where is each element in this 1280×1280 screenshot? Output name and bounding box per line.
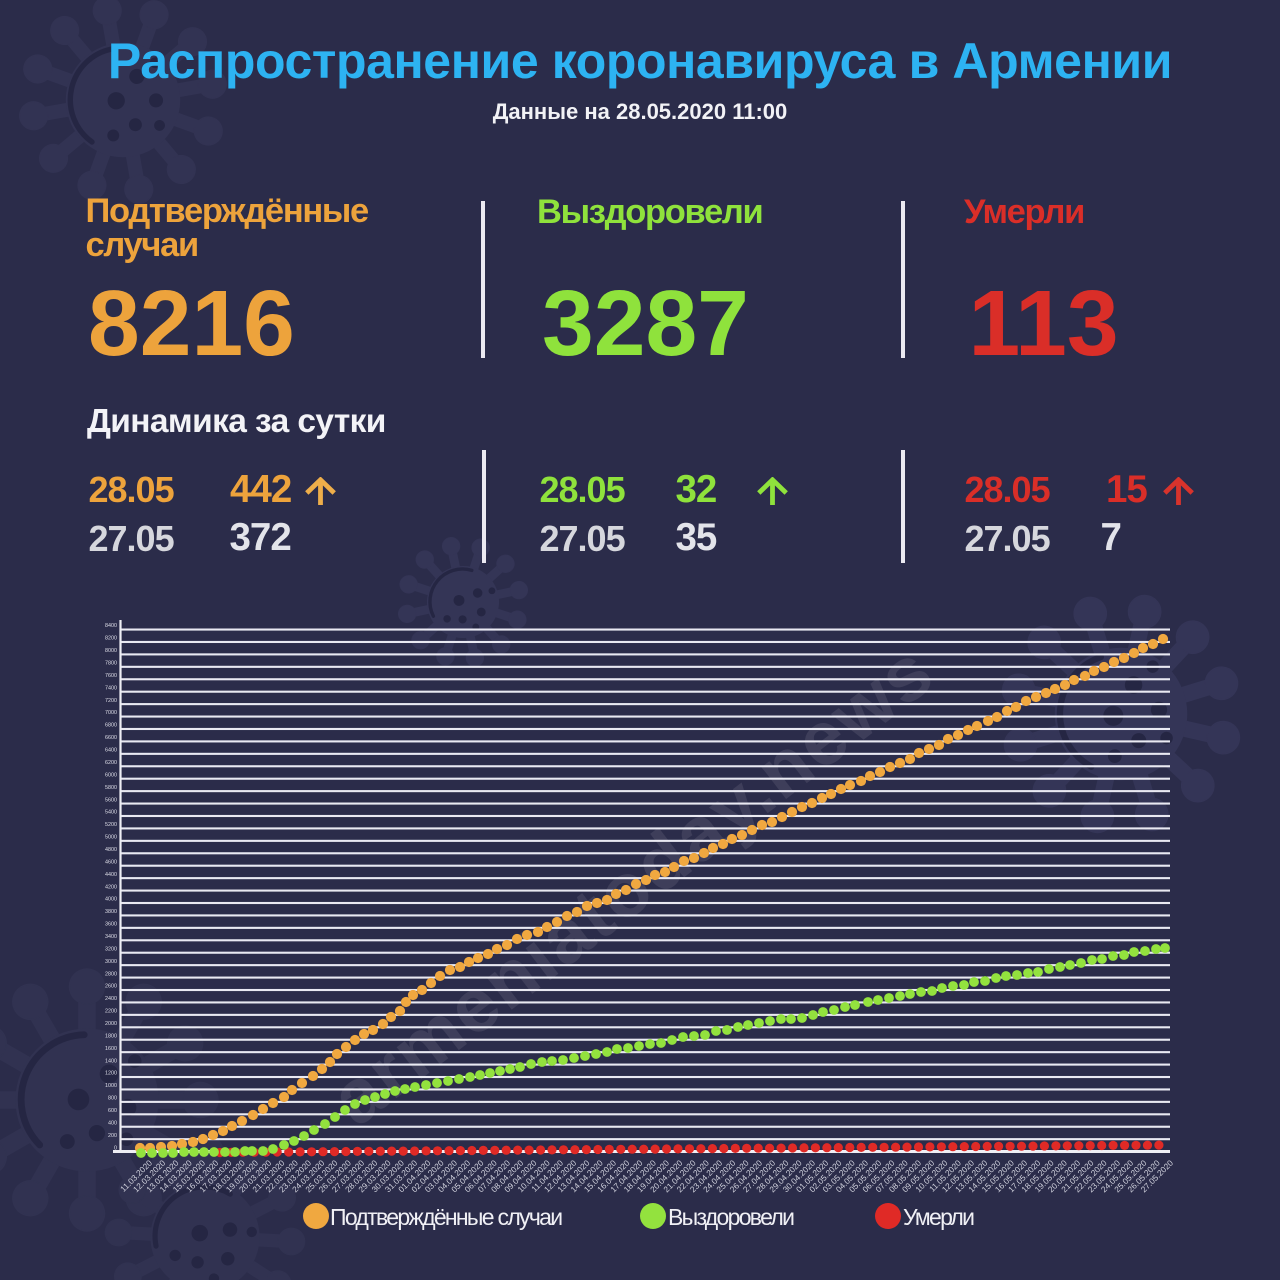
svg-text:1000: 1000 xyxy=(105,1083,117,1089)
svg-text:3600: 3600 xyxy=(105,922,117,928)
svg-text:6800: 6800 xyxy=(105,723,117,729)
svg-text:4400: 4400 xyxy=(105,872,117,878)
svg-text:Умерли: Умерли xyxy=(903,1204,974,1230)
svg-text:3800: 3800 xyxy=(105,909,117,915)
svg-text:2000: 2000 xyxy=(105,1021,117,1027)
svg-text:Выздоровели: Выздоровели xyxy=(668,1204,794,1230)
svg-text:3000: 3000 xyxy=(105,959,117,965)
svg-text:8000: 8000 xyxy=(105,648,117,654)
svg-text:8400: 8400 xyxy=(105,623,117,629)
svg-text:1600: 1600 xyxy=(105,1046,117,1052)
svg-text:5800: 5800 xyxy=(105,785,117,791)
svg-text:6000: 6000 xyxy=(105,772,117,778)
svg-text:5600: 5600 xyxy=(105,797,117,803)
svg-text:6600: 6600 xyxy=(105,735,117,741)
svg-text:7200: 7200 xyxy=(105,698,117,704)
svg-text:4800: 4800 xyxy=(105,847,117,853)
svg-text:3400: 3400 xyxy=(105,934,117,940)
svg-text:4000: 4000 xyxy=(105,897,117,903)
svg-text:8200: 8200 xyxy=(105,636,117,642)
svg-text:7400: 7400 xyxy=(105,685,117,691)
svg-text:5000: 5000 xyxy=(105,835,117,841)
svg-text:800: 800 xyxy=(108,1096,117,1102)
svg-text:Подтверждённые случаи: Подтверждённые случаи xyxy=(330,1204,562,1230)
svg-text:600: 600 xyxy=(108,1108,117,1114)
svg-text:1800: 1800 xyxy=(105,1033,117,1039)
svg-text:6200: 6200 xyxy=(105,760,117,766)
svg-text:2800: 2800 xyxy=(105,971,117,977)
svg-text:2200: 2200 xyxy=(105,1009,117,1015)
svg-text:7000: 7000 xyxy=(105,710,117,716)
svg-text:6400: 6400 xyxy=(105,748,117,754)
svg-text:200: 200 xyxy=(108,1133,117,1139)
svg-text:0: 0 xyxy=(114,1145,117,1151)
svg-text:400: 400 xyxy=(108,1120,117,1126)
svg-text:4600: 4600 xyxy=(105,859,117,865)
svg-text:1400: 1400 xyxy=(105,1058,117,1064)
svg-text:4200: 4200 xyxy=(105,884,117,890)
svg-text:5400: 5400 xyxy=(105,810,117,816)
svg-text:3200: 3200 xyxy=(105,946,117,952)
svg-text:2400: 2400 xyxy=(105,996,117,1002)
svg-text:7600: 7600 xyxy=(105,673,117,679)
svg-text:5200: 5200 xyxy=(105,822,117,828)
svg-text:2600: 2600 xyxy=(105,984,117,990)
svg-text:1200: 1200 xyxy=(105,1071,117,1077)
svg-text:7800: 7800 xyxy=(105,661,117,667)
